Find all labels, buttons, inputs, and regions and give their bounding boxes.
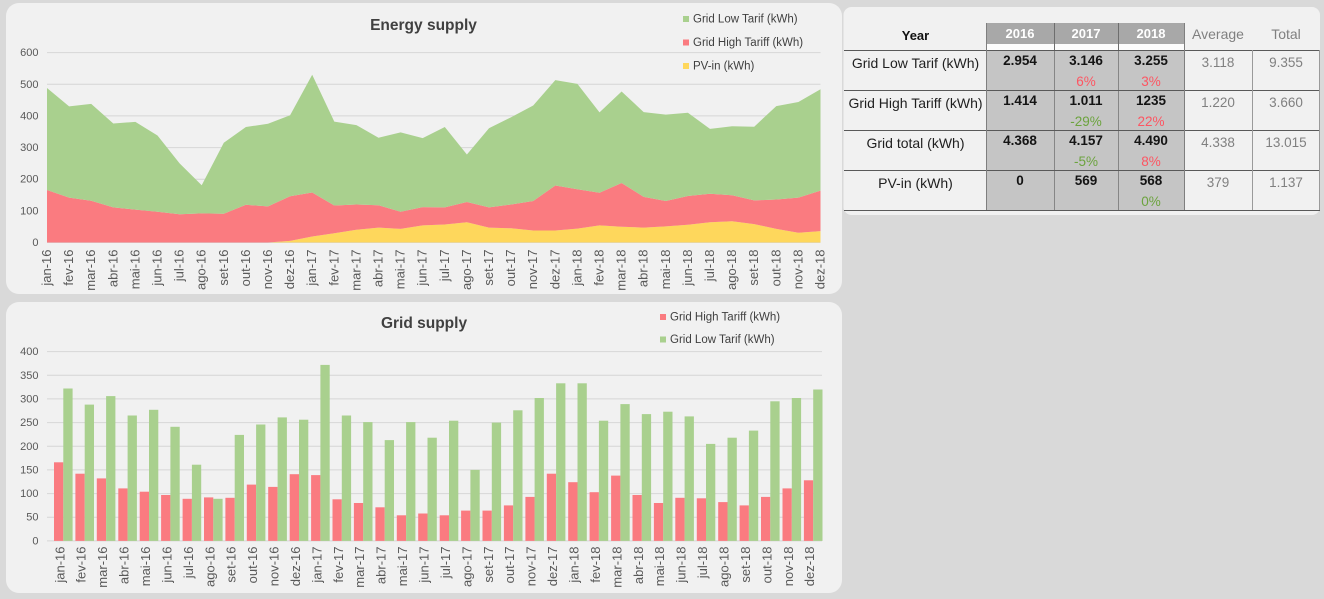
svg-text:PV-in (kWh): PV-in (kWh) — [693, 61, 755, 73]
svg-text:nov-17: nov-17 — [524, 547, 539, 587]
svg-text:nov-18: nov-18 — [790, 250, 805, 290]
svg-text:jun-16: jun-16 — [150, 250, 165, 287]
svg-text:150: 150 — [20, 464, 38, 476]
svg-text:dez-18: dez-18 — [813, 250, 828, 290]
svg-text:mai-17: mai-17 — [393, 250, 408, 290]
svg-text:ago-16: ago-16 — [202, 547, 217, 587]
svg-text:ago-16: ago-16 — [194, 250, 209, 290]
svg-text:ago-17: ago-17 — [459, 250, 474, 290]
svg-text:300: 300 — [20, 393, 38, 405]
svg-text:mar-18: mar-18 — [614, 250, 629, 291]
svg-text:jul-17: jul-17 — [437, 250, 452, 283]
svg-text:400: 400 — [20, 346, 38, 358]
svg-text:100: 100 — [20, 205, 38, 217]
svg-text:jun-17: jun-17 — [417, 547, 432, 584]
svg-text:jan-18: jan-18 — [567, 547, 582, 584]
svg-text:dez-16: dez-16 — [282, 250, 297, 290]
svg-text:jun-16: jun-16 — [159, 547, 174, 584]
svg-text:dez-18: dez-18 — [802, 547, 817, 587]
svg-text:out-17: out-17 — [503, 250, 518, 287]
svg-text:400: 400 — [20, 110, 38, 122]
svg-text:abr-17: abr-17 — [371, 250, 386, 288]
svg-text:fev-18: fev-18 — [592, 250, 607, 286]
svg-text:mar-18: mar-18 — [609, 547, 624, 588]
svg-text:250: 250 — [20, 417, 38, 429]
svg-text:out-16: out-16 — [238, 250, 253, 287]
svg-text:out-17: out-17 — [502, 547, 517, 584]
svg-text:jan-17: jan-17 — [309, 547, 324, 584]
svg-text:jun-18: jun-18 — [680, 250, 695, 287]
svg-text:abr-18: abr-18 — [636, 250, 651, 288]
svg-text:Grid High Tariff (kWh): Grid High Tariff (kWh) — [693, 37, 803, 49]
svg-text:jul-16: jul-16 — [181, 547, 196, 580]
svg-text:mai-18: mai-18 — [658, 250, 673, 290]
svg-text:100: 100 — [20, 488, 38, 500]
svg-text:fev-18: fev-18 — [588, 547, 603, 583]
svg-text:mar-17: mar-17 — [348, 250, 363, 291]
svg-text:out-16: out-16 — [245, 547, 260, 584]
svg-text:set-18: set-18 — [738, 547, 753, 583]
svg-text:abr-17: abr-17 — [374, 547, 389, 585]
svg-text:jan-17: jan-17 — [304, 250, 319, 287]
svg-text:set-17: set-17 — [481, 547, 496, 583]
svg-text:nov-17: nov-17 — [525, 250, 540, 290]
svg-text:jul-18: jul-18 — [695, 547, 710, 580]
svg-text:dez-17: dez-17 — [545, 547, 560, 587]
svg-text:jul-16: jul-16 — [172, 250, 187, 283]
svg-text:500: 500 — [20, 79, 38, 91]
svg-text:mar-16: mar-16 — [95, 547, 110, 588]
svg-text:200: 200 — [20, 174, 38, 186]
svg-text:fev-17: fev-17 — [326, 250, 341, 286]
svg-text:dez-16: dez-16 — [288, 547, 303, 587]
svg-text:jan-16: jan-16 — [52, 547, 67, 584]
svg-text:mar-17: mar-17 — [352, 547, 367, 588]
svg-text:Grid Low Tarif (kWh): Grid Low Tarif (kWh) — [670, 334, 775, 346]
svg-text:out-18: out-18 — [759, 547, 774, 584]
svg-text:fev-17: fev-17 — [331, 547, 346, 583]
svg-text:set-16: set-16 — [224, 547, 239, 583]
svg-text:jun-17: jun-17 — [415, 250, 430, 287]
svg-text:jan-18: jan-18 — [569, 250, 584, 287]
svg-text:abr-18: abr-18 — [631, 547, 646, 585]
svg-text:nov-18: nov-18 — [781, 547, 796, 587]
svg-text:jun-18: jun-18 — [674, 547, 689, 584]
svg-text:dez-17: dez-17 — [547, 250, 562, 290]
svg-text:300: 300 — [20, 142, 38, 154]
svg-text:fev-16: fev-16 — [61, 250, 76, 286]
svg-text:0: 0 — [32, 237, 38, 249]
svg-text:jul-17: jul-17 — [438, 547, 453, 580]
svg-text:fev-16: fev-16 — [74, 547, 89, 583]
svg-text:nov-16: nov-16 — [267, 547, 282, 587]
svg-text:ago-18: ago-18 — [717, 547, 732, 587]
svg-text:Grid High Tariff (kWh): Grid High Tariff (kWh) — [670, 312, 780, 324]
svg-text:Grid Low Tarif (kWh): Grid Low Tarif (kWh) — [693, 14, 798, 26]
svg-text:abr-16: abr-16 — [117, 547, 132, 585]
svg-text:mai-16: mai-16 — [138, 547, 153, 587]
svg-text:ago-17: ago-17 — [459, 547, 474, 587]
svg-text:600: 600 — [20, 47, 38, 59]
svg-text:jul-18: jul-18 — [702, 250, 717, 283]
svg-text:50: 50 — [26, 512, 38, 524]
svg-text:set-18: set-18 — [746, 250, 761, 286]
svg-text:ago-18: ago-18 — [724, 250, 739, 290]
svg-text:set-17: set-17 — [481, 250, 496, 286]
svg-text:0: 0 — [32, 535, 38, 547]
svg-text:mar-16: mar-16 — [83, 250, 98, 291]
svg-text:Energy supply: Energy supply — [370, 17, 477, 34]
svg-text:mai-16: mai-16 — [127, 250, 142, 290]
svg-text:Grid supply: Grid supply — [381, 315, 468, 332]
svg-text:abr-16: abr-16 — [105, 250, 120, 288]
svg-text:200: 200 — [20, 441, 38, 453]
svg-text:mai-17: mai-17 — [395, 547, 410, 587]
svg-text:350: 350 — [20, 370, 38, 382]
svg-text:jan-16: jan-16 — [39, 250, 54, 287]
svg-text:set-16: set-16 — [216, 250, 231, 286]
svg-text:mai-18: mai-18 — [652, 547, 667, 587]
svg-text:out-18: out-18 — [768, 250, 783, 287]
svg-text:nov-16: nov-16 — [260, 250, 275, 290]
